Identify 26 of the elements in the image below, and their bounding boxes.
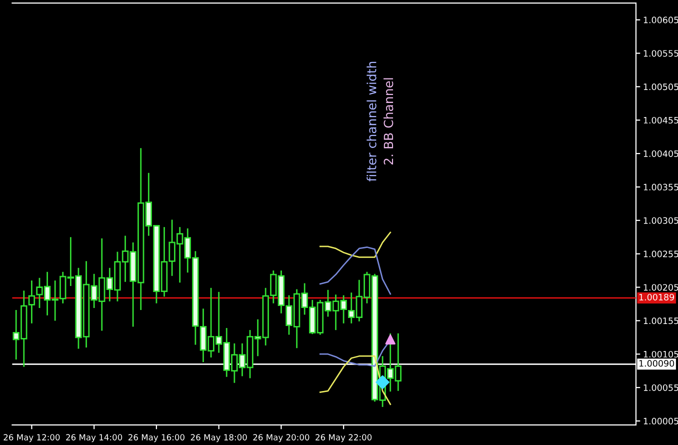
annotation: filter channel width bbox=[366, 62, 376, 182]
line-series bbox=[319, 355, 392, 405]
y-tick-label: 1.00405 bbox=[644, 150, 678, 157]
x-tick-label: 26 May 16:00 bbox=[128, 434, 184, 442]
y-tick-label: 1.00205 bbox=[644, 284, 678, 291]
x-tick-label: 26 May 20:00 bbox=[253, 434, 310, 442]
line-series bbox=[319, 232, 392, 258]
y-tick-label: 1.00355 bbox=[644, 184, 678, 190]
x-tick-label: 26 May 18:00 bbox=[190, 434, 247, 442]
annotation: 2. BB Channel bbox=[384, 78, 394, 164]
ref-line-label: 1.00090 bbox=[639, 360, 674, 367]
x-tick-label: 26 May 22:00 bbox=[316, 434, 372, 442]
line-series bbox=[319, 246, 392, 295]
y-tick-label: 1.00555 bbox=[644, 50, 678, 57]
y-tick-label: 1.00155 bbox=[644, 318, 678, 324]
y-tick-label: 1.00255 bbox=[644, 250, 678, 258]
y-tick-label: 1.00605 bbox=[644, 16, 678, 24]
y-tick-label: 1.00105 bbox=[644, 350, 678, 358]
y-tick-label: 1.00005 bbox=[644, 418, 678, 424]
y-tick-label: 1.00505 bbox=[644, 84, 678, 90]
x-tick-label: 26 May 12:00 bbox=[4, 434, 60, 442]
y-tick-label: 1.00055 bbox=[644, 384, 678, 391]
y-tick-label: 1.00455 bbox=[644, 116, 678, 124]
y-tick-label: 1.00305 bbox=[644, 217, 678, 224]
x-tick-label: 26 May 14:00 bbox=[66, 434, 122, 442]
ref-line-label: 1.00189 bbox=[639, 294, 674, 300]
